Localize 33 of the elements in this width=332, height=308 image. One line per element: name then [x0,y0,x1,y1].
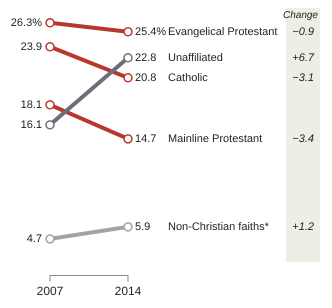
text: Evangelical Protestant [168,26,278,38]
data-label: 26.3% [10,16,42,29]
point [45,100,55,110]
point [45,18,55,28]
text: Change [282,10,318,21]
data-label: 22.8 [135,52,156,64]
text: Catholic [168,72,208,84]
data-label: 20.8 [135,72,156,84]
data-label: 16.1 [20,118,42,131]
x-tick-label: 2014 [114,284,142,298]
data-label: 25.4% [135,26,166,38]
data-label: 4.7 [26,232,42,245]
data-label: 14.7 [135,132,156,145]
point [45,42,55,52]
text: −0.9 [292,26,314,38]
text: −3.1 [292,72,314,84]
data-label: 23.9 [20,40,42,53]
text: −3.4 [292,132,314,145]
point [123,53,133,63]
point [123,222,133,232]
point [45,120,55,130]
text: Mainline Protestant [168,132,262,145]
text: +6.7 [292,52,315,64]
data-label: 5.9 [135,220,150,233]
text: Non-Christian faiths* [168,220,270,233]
point [123,73,133,83]
text: +1.2 [292,220,314,233]
x-tick-label: 2007 [36,284,64,298]
point [123,134,133,144]
data-label: 18.1 [20,98,42,111]
text: Unaffiliated [168,52,223,64]
point [45,234,55,244]
point [123,27,133,37]
